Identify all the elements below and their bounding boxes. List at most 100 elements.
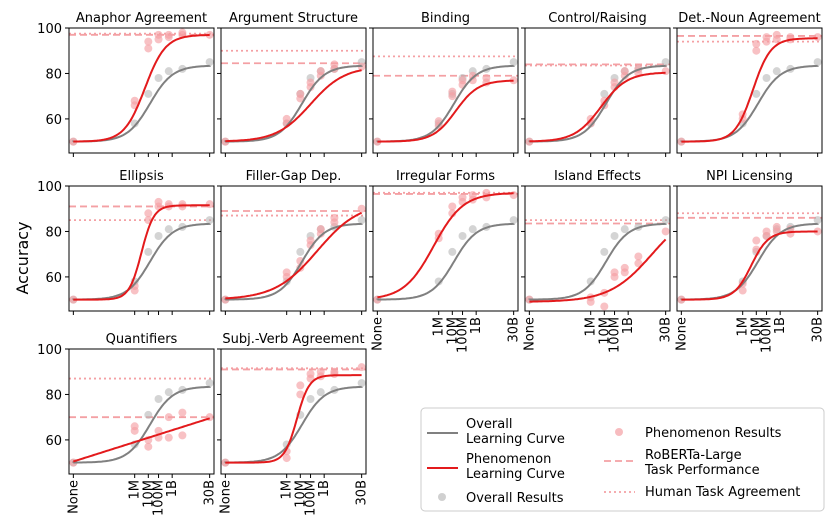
overall-point — [205, 379, 214, 388]
overall-point — [144, 247, 153, 256]
overall-point — [154, 74, 163, 82]
y-tick-label: 60 — [45, 113, 62, 128]
x-tick-label: 30B — [507, 317, 522, 342]
overall-point — [434, 277, 443, 286]
overall-point — [144, 89, 153, 98]
x-tick-label: 1M — [280, 480, 295, 500]
phenomenon-point — [661, 67, 670, 76]
overall-point — [316, 388, 325, 397]
phenomenon-point — [482, 74, 491, 82]
phenomenon-point — [130, 422, 139, 431]
phenomenon-point — [154, 30, 163, 39]
y-tick-label: 80 — [45, 67, 62, 82]
overall-curve — [528, 64, 667, 143]
phenomenon-point — [752, 236, 761, 245]
x-tick-label: 1B — [773, 317, 788, 334]
legend-box — [420, 407, 825, 512]
y-tick-label: 60 — [45, 434, 62, 449]
panel-title: Quantifiers — [106, 332, 178, 347]
x-tick-label: 1B — [317, 480, 332, 497]
x-tick-label: 10M — [141, 480, 156, 508]
phenomenon-point — [813, 227, 822, 236]
phenomenon-point — [164, 30, 173, 39]
panel: Ellipsis 60 80 100 — [37, 169, 215, 315]
phenomenon-point — [610, 78, 619, 87]
panel-frame — [220, 27, 367, 154]
x-tick-label: None — [522, 317, 537, 351]
y-tick-label: 100 — [37, 343, 62, 358]
phenomenon-point — [448, 202, 457, 211]
panel: Anaphor Agreement 60 80 100 — [37, 11, 215, 157]
x-tick-label: 10M — [445, 317, 460, 345]
x-tick-label: 1B — [621, 317, 636, 334]
phenomenon-curve — [681, 37, 818, 143]
x-tick-label: 1B — [165, 480, 180, 497]
phenomenon-point — [154, 426, 163, 435]
overall-point — [154, 395, 163, 403]
legend-phenomenon-results-swatch — [615, 428, 623, 436]
phenomenon-point — [610, 268, 619, 277]
panel-frame — [524, 185, 671, 312]
y-tick-label: 80 — [45, 388, 62, 403]
phenomenon-point — [282, 454, 291, 463]
phenomenon-point — [509, 76, 518, 85]
overall-curve — [72, 64, 211, 143]
legend-overall-results-label: Overall Results — [466, 491, 564, 506]
phenomenon-point — [357, 204, 366, 213]
panel-frame — [372, 27, 519, 154]
phenomenon-point — [130, 96, 139, 105]
phenomenon-point — [600, 302, 609, 311]
phenomenon-point — [468, 71, 477, 80]
x-tick-label: 1M — [736, 317, 751, 337]
x-tick-label: 100M — [152, 480, 167, 516]
legend-overall-curve-label: Overall — [466, 417, 512, 432]
panel: Argument Structure — [217, 11, 367, 157]
phenomenon-point — [306, 78, 315, 87]
phenomenon-point — [144, 442, 153, 451]
panel-frame — [68, 348, 215, 475]
overall-point — [509, 58, 518, 67]
overall-curve — [224, 385, 363, 464]
overall-point — [205, 216, 214, 225]
phenomenon-curve — [225, 211, 363, 300]
phenomenon-point — [752, 39, 761, 48]
overall-curve — [528, 222, 667, 301]
phenomenon-point — [316, 67, 325, 76]
phenomenon-point — [772, 30, 781, 39]
x-tick-label: 10M — [597, 317, 612, 345]
panel-frame — [220, 185, 367, 312]
phenomenon-point — [634, 252, 643, 261]
panel-frame — [372, 185, 519, 312]
legend-overall-curve-label: Learning Curve — [466, 432, 565, 447]
phenomenon-point — [306, 236, 315, 245]
phenomenon-point — [282, 114, 291, 123]
phenomenon-point — [178, 431, 187, 440]
phenomenon-point — [813, 33, 822, 42]
overall-point — [458, 232, 467, 240]
phenomenon-point — [296, 263, 305, 272]
phenomenon-point — [144, 37, 153, 46]
phenomenon-point — [164, 433, 173, 442]
overall-point — [600, 247, 609, 256]
phenomenon-point — [448, 87, 457, 96]
x-tick-label: 30B — [659, 317, 674, 342]
phenomenon-point — [509, 191, 518, 200]
x-tick-label: 100M — [304, 480, 319, 516]
phenomenon-point — [296, 89, 305, 98]
y-axis-label: Accuracy — [13, 221, 32, 294]
legend-phenomenon-curve-label: Learning Curve — [466, 467, 565, 482]
y-tick-label: 100 — [37, 180, 62, 195]
phenomenon-point — [306, 370, 315, 378]
overall-point — [448, 247, 457, 256]
phenomenon-point — [738, 286, 747, 295]
x-tick-label: 10M — [293, 480, 308, 508]
phenomenon-point — [468, 191, 477, 200]
x-tick-label: None — [370, 317, 385, 351]
phenomenon-curve — [377, 79, 514, 143]
x-tick-label: 1B — [469, 317, 484, 334]
overall-point — [762, 74, 771, 82]
